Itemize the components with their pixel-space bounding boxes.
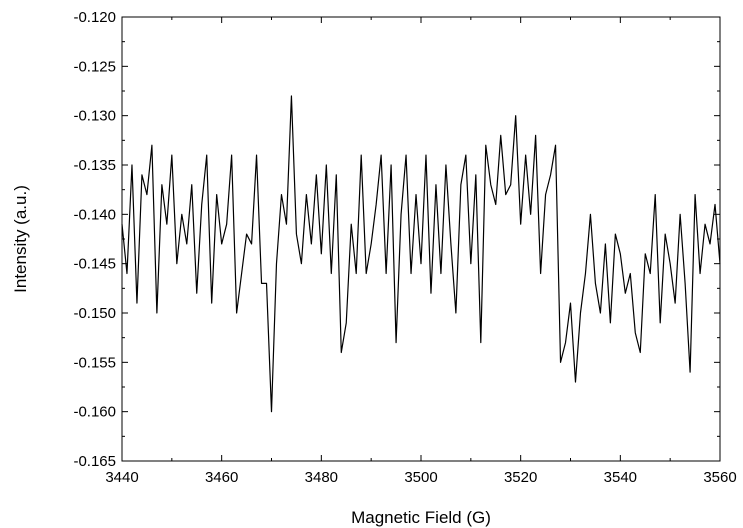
x-axis-title: Magnetic Field (G) <box>351 508 491 527</box>
y-tick-label: -0.155 <box>73 354 116 371</box>
y-axis-title: Intensity (a.u.) <box>11 185 30 293</box>
series-line-0 <box>121 95 721 413</box>
x-axis-tick-labels: 3440 3460 3480 3500 3520 3540 3560 <box>105 469 736 486</box>
y-tick-label: -0.130 <box>73 108 116 125</box>
y-tick-label: -0.125 <box>73 58 116 75</box>
plot-area <box>121 95 721 413</box>
x-tick-label: 3440 <box>105 469 138 486</box>
y-tick-label: -0.150 <box>73 305 116 322</box>
y-axis-tick-labels: -0.165 -0.160 -0.155 -0.150 -0.145 -0.140 -0.1… <box>73 9 116 470</box>
x-tick-label: 3540 <box>604 469 637 486</box>
y-tick-label: -0.165 <box>73 453 116 470</box>
y-tick-label: -0.140 <box>73 206 116 223</box>
y-axis-ticks <box>122 16 720 462</box>
x-axis-ticks <box>121 17 721 461</box>
y-tick-label: -0.135 <box>73 157 116 174</box>
plot-frame <box>121 16 721 462</box>
x-tick-label: 3520 <box>504 469 537 486</box>
x-tick-label: 3480 <box>305 469 338 486</box>
y-tick-label: -0.160 <box>73 404 116 421</box>
x-tick-label: 3460 <box>205 469 238 486</box>
x-tick-label: 3500 <box>404 469 437 486</box>
y-tick-label: -0.145 <box>73 256 116 273</box>
x-tick-label: 3560 <box>703 469 736 486</box>
y-tick-label: -0.120 <box>73 9 116 26</box>
